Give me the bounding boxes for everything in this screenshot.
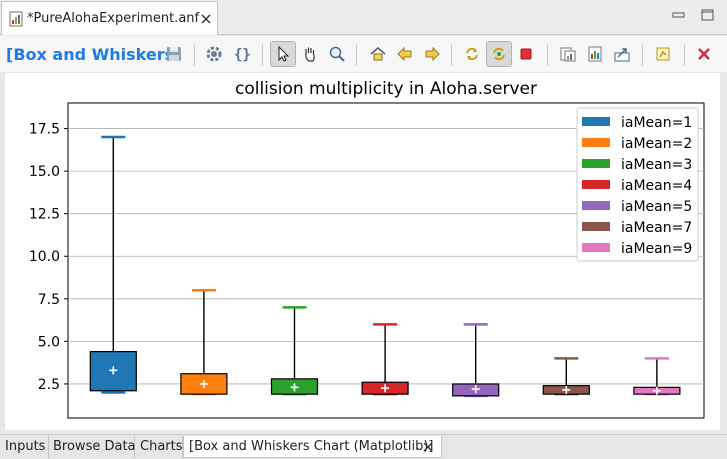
y-tick-label: 12.5 (29, 207, 60, 223)
forward-arrow-icon (425, 46, 440, 62)
temp-chart-icon (656, 47, 670, 61)
zoom-mode-button[interactable] (324, 41, 350, 67)
legend-swatch (582, 180, 610, 189)
temp-chart-button[interactable] (650, 41, 676, 67)
mean-marker (652, 386, 661, 395)
y-tick-label: 17.5 (29, 122, 60, 138)
tab-label: Browse Data (53, 439, 136, 454)
box-iaMean=3[interactable] (270, 306, 319, 396)
box-iaMean=1[interactable] (89, 135, 137, 394)
hand-pan-icon (305, 47, 315, 62)
chart-name-label: [Box and Whiskers (6, 45, 175, 64)
minimize-icon[interactable] (671, 8, 687, 22)
legend-label: iaMean=4 (621, 178, 692, 194)
tab-label: Inputs (5, 439, 46, 454)
export-data-icon (614, 48, 630, 62)
analysis-file-icon (9, 11, 23, 27)
legend-entry: iaMean=5 (582, 199, 692, 215)
stop-icon (520, 48, 532, 60)
editor-page-tabs: Inputs Browse Data Charts [Box and Whisk… (0, 434, 727, 459)
tab-browse-data[interactable]: Browse Data (48, 436, 136, 458)
legend-entry: iaMean=2 (582, 136, 692, 152)
legend-entry: iaMean=9 (582, 241, 692, 257)
close-icon[interactable] (422, 441, 434, 453)
forward-button[interactable] (419, 41, 445, 67)
legend-swatch (582, 117, 610, 126)
close-all-icon (698, 48, 710, 60)
tab-charts[interactable]: Charts (135, 436, 183, 458)
box-whisker-chart: collision multiplicity in Aloha.server 2… (29, 79, 705, 419)
y-tick-label: 2.5 (38, 377, 60, 393)
legend-label: iaMean=5 (621, 199, 692, 215)
close-icon[interactable] (199, 12, 213, 26)
settings-gear-icon (206, 46, 222, 62)
mean-marker (109, 366, 118, 375)
tab-inputs[interactable]: Inputs (0, 436, 49, 458)
refresh-icon (466, 47, 478, 61)
tab-box-and-whiskers-chart[interactable]: [Box and Whiskers Chart (Matplotlib)] (183, 436, 442, 458)
tab-label: [Box and Whiskers Chart (Matplotlib)] (189, 439, 434, 454)
tab-label: Charts (140, 439, 183, 454)
back-button[interactable] (392, 41, 418, 67)
pan-mode-button[interactable] (297, 41, 323, 67)
mean-marker (471, 385, 480, 394)
box-iaMean=2[interactable] (180, 289, 228, 396)
legend-label: iaMean=1 (621, 115, 692, 131)
save-button[interactable] (161, 41, 187, 67)
legend-label: iaMean=2 (621, 136, 692, 152)
chart-settings-button[interactable] (201, 41, 227, 67)
box-iaMean=7[interactable] (542, 357, 590, 396)
legend-entry: iaMean=1 (582, 115, 692, 131)
y-tick-label: 5.0 (38, 334, 60, 350)
editor-tab-title: *PureAlohaExperiment.anf (27, 11, 200, 26)
home-icon (370, 47, 386, 61)
export-chart-icon (588, 46, 602, 62)
mean-marker (199, 379, 208, 388)
close-all-button[interactable] (691, 41, 717, 67)
home-button[interactable] (365, 41, 391, 67)
auto-refresh-icon (493, 47, 505, 61)
legend-swatch (582, 201, 610, 210)
legend-swatch (582, 243, 610, 252)
export-chart-button[interactable] (582, 41, 608, 67)
edit-script-button[interactable]: {} (229, 41, 255, 67)
legend-swatch (582, 159, 610, 168)
export-data-button[interactable] (609, 41, 635, 67)
back-arrow-icon (397, 46, 412, 62)
y-tick-label: 15.0 (29, 164, 60, 180)
box-iaMean=4[interactable] (361, 323, 409, 396)
y-tick-label: 7.5 (38, 292, 60, 308)
legend-entry: iaMean=3 (582, 157, 692, 173)
mean-marker (290, 383, 299, 392)
legend-entry: iaMean=7 (582, 220, 692, 236)
save-icon (167, 47, 181, 61)
legend-label: iaMean=3 (621, 157, 692, 173)
chart-toolbar: [Box and Whiskers {} (0, 36, 727, 72)
legend-swatch (582, 138, 610, 147)
braces-icon: {} (234, 47, 251, 63)
mean-marker (381, 384, 390, 393)
y-tick-label: 10.0 (29, 249, 60, 265)
svg-text:{}: {} (234, 47, 251, 63)
legend-label: iaMean=7 (621, 220, 692, 236)
mean-marker (562, 385, 571, 394)
editor-tab-strip: *PureAlohaExperiment.anf (0, 0, 727, 35)
legend-label: iaMean=9 (621, 241, 692, 257)
editor-tab[interactable]: *PureAlohaExperiment.anf (1, 1, 218, 35)
maximize-icon[interactable] (700, 8, 716, 22)
zoom-magnifier-icon (329, 46, 345, 62)
box-iaMean=5[interactable] (452, 323, 500, 398)
pointer-mode-button[interactable] (270, 41, 296, 67)
box-iaMean=9[interactable] (633, 357, 681, 396)
copy-image-icon (560, 47, 576, 62)
legend-entry: iaMean=4 (582, 178, 692, 194)
chart-canvas[interactable]: collision multiplicity in Aloha.server 2… (5, 73, 720, 430)
copy-image-button[interactable] (555, 41, 581, 67)
refresh-button[interactable] (459, 41, 485, 67)
arrow-pointer-icon (278, 45, 290, 62)
auto-refresh-button[interactable] (486, 41, 512, 67)
chart-title: collision multiplicity in Aloha.server (235, 79, 537, 99)
stop-button[interactable] (513, 41, 539, 67)
legend-swatch (582, 222, 610, 231)
